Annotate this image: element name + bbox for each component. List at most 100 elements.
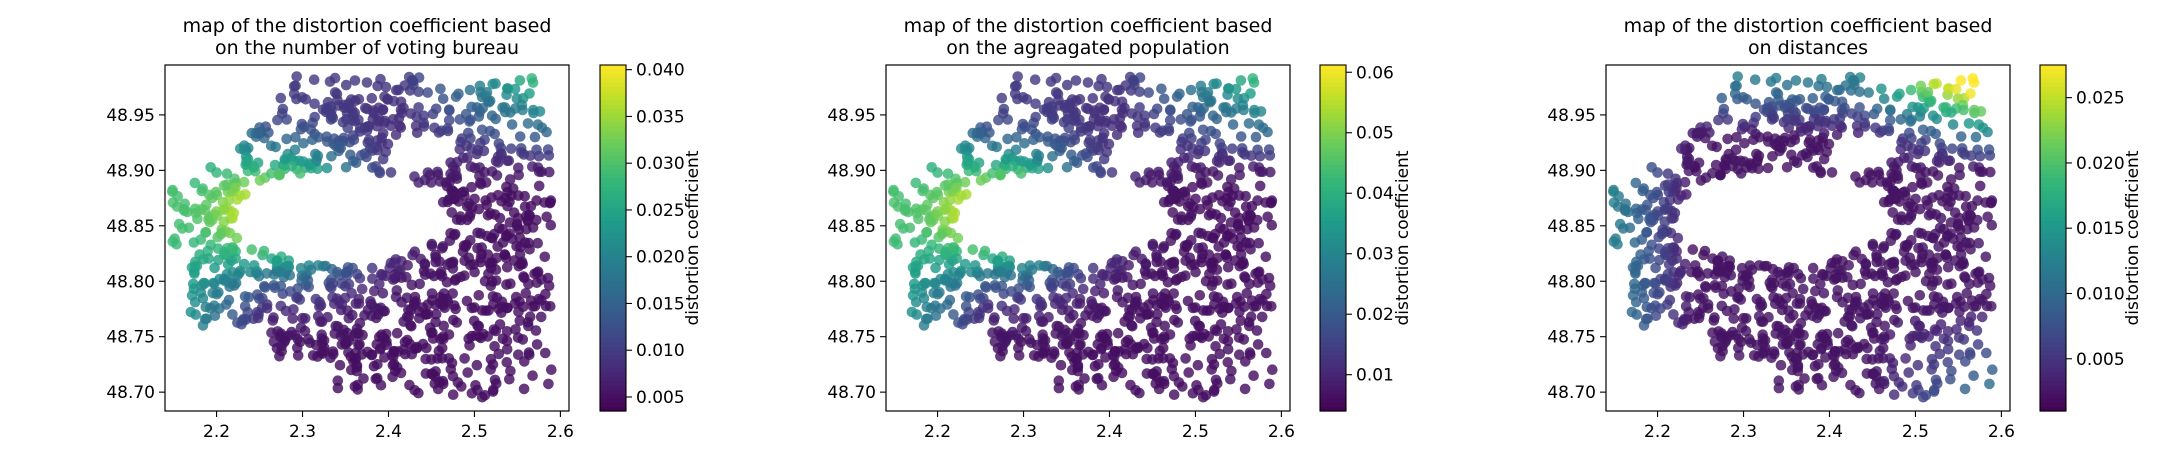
scatter-point	[1926, 208, 1937, 219]
scatter-point	[1805, 143, 1817, 154]
scatter-point	[504, 196, 515, 208]
scatter-point	[1179, 186, 1191, 197]
scatter-point	[334, 359, 346, 371]
scatter-point	[1102, 339, 1114, 351]
scatter-point	[1878, 241, 1890, 252]
colorbar-step	[600, 147, 626, 153]
scatter-point	[1248, 301, 1260, 312]
scatter-point	[959, 176, 971, 188]
scatter-point	[1139, 117, 1151, 129]
scatter-point	[1068, 309, 1079, 321]
scatter-point	[1190, 162, 1202, 174]
scatter-point	[1876, 83, 1887, 95]
scatter-point	[1089, 360, 1101, 372]
scatter-point	[1010, 144, 1022, 156]
scatter-point	[188, 237, 200, 248]
scatter-point	[1093, 115, 1105, 127]
scatter-point	[1974, 180, 1986, 192]
scatter-point	[996, 300, 1008, 312]
colorbar-step	[600, 242, 626, 248]
scatter-point	[1900, 270, 1911, 282]
scatter-point	[1120, 348, 1132, 360]
scatter-point	[1154, 345, 1166, 357]
scatter-point	[1738, 156, 1750, 167]
scatter-point	[1173, 377, 1185, 388]
colorbar-step	[1320, 155, 1346, 161]
scatter-point	[517, 301, 529, 313]
scatter-point	[1792, 360, 1804, 371]
colorbar-step	[1320, 393, 1346, 399]
colorbar-step	[600, 263, 626, 269]
scatter-point	[1071, 298, 1083, 309]
scatter-point	[926, 162, 937, 173]
scatter-point	[1169, 230, 1181, 241]
scatter-point	[1197, 124, 1209, 136]
scatter-point	[1935, 319, 1947, 330]
scatter-point	[1170, 300, 1181, 311]
scatter-point	[340, 162, 352, 173]
scatter-point	[514, 315, 526, 327]
scatter-point	[1197, 391, 1209, 403]
scatter-point	[1143, 87, 1154, 98]
scatter-point	[426, 288, 438, 299]
scatter-point	[1951, 324, 1962, 335]
scatter-point	[329, 298, 340, 310]
scatter-point	[1795, 317, 1807, 329]
colorbar-step	[600, 333, 626, 339]
colorbar-step	[1320, 354, 1346, 360]
scatter-point	[501, 357, 513, 368]
scatter-point	[429, 370, 441, 382]
scatter-point	[1198, 103, 1209, 114]
scatter-point	[505, 107, 516, 118]
scatter-point	[485, 208, 496, 219]
scatter-point	[338, 99, 350, 111]
scatter-point	[1729, 88, 1741, 100]
scatter-point	[238, 176, 250, 188]
scatter-point	[173, 218, 185, 230]
scatter-point	[1955, 315, 1967, 327]
scatter-point	[1889, 230, 1901, 241]
scatter-point	[356, 283, 368, 295]
colorbar-step	[2040, 324, 2066, 330]
scatter-point	[1710, 282, 1722, 294]
scatter-point	[1168, 389, 1180, 401]
colorbar-step	[600, 389, 626, 395]
scatter-point	[932, 210, 944, 221]
scatter-point	[1928, 78, 1939, 90]
scatter-point	[1248, 370, 1259, 382]
scatter-point	[1222, 261, 1234, 273]
scatter-point	[1077, 283, 1089, 295]
scatter-point	[1184, 127, 1195, 139]
scatter-point	[536, 122, 548, 134]
scatter-point	[1843, 260, 1854, 271]
scatter-point	[292, 350, 304, 361]
colorbar-step	[600, 307, 626, 313]
scatter-point	[218, 180, 230, 191]
scatter-point	[1262, 211, 1273, 223]
scatter-point	[1725, 270, 1737, 281]
scatter-point	[1253, 237, 1264, 249]
scatter-point	[1264, 150, 1276, 161]
scatter-point	[1836, 367, 1848, 379]
scatter-point	[1266, 197, 1277, 208]
scatter-point	[1972, 214, 1983, 226]
colorbar-step	[600, 359, 626, 365]
scatter-point	[487, 232, 498, 244]
scatter-point	[1945, 373, 1956, 385]
scatter-point	[510, 324, 521, 335]
scatter-point	[211, 210, 223, 221]
scatter-point	[936, 228, 948, 240]
scatter-point	[1946, 365, 1957, 377]
scatter-point	[1970, 131, 1982, 143]
colorbar-step	[600, 272, 626, 278]
scatter-point	[1842, 271, 1853, 283]
colorbar-step	[600, 168, 626, 174]
scatter-point	[1906, 208, 1917, 219]
colorbar-step	[1320, 95, 1346, 101]
scatter-point	[1005, 270, 1017, 281]
scatter-point	[1859, 117, 1871, 129]
y-tick-label: 48.80	[106, 272, 155, 292]
scatter-point	[1226, 365, 1237, 377]
scatter-point	[1672, 232, 1684, 244]
colorbar-step	[2040, 121, 2066, 127]
